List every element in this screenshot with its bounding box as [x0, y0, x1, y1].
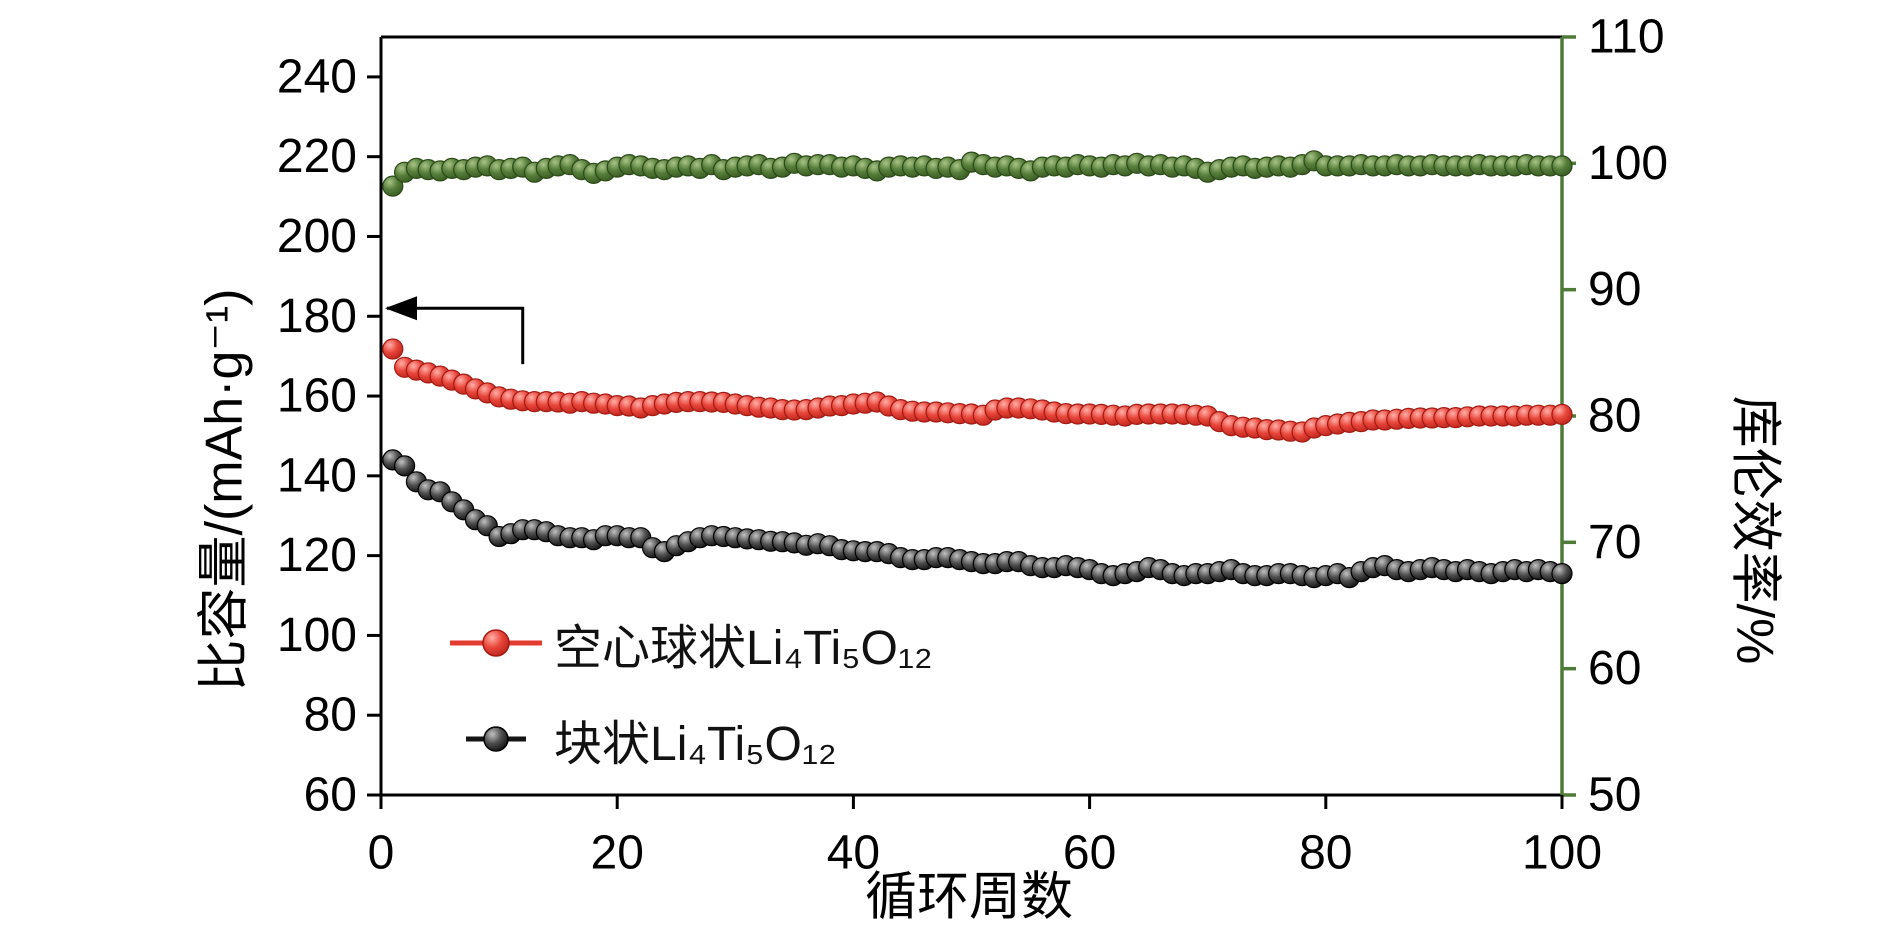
axis-pointer-arrow	[385, 296, 525, 365]
data-point-bulk	[394, 455, 416, 477]
left-tick-label: 200	[277, 210, 357, 263]
right-tick-label: 80	[1588, 390, 1641, 443]
left-tick-label: 80	[304, 689, 357, 742]
x-axis-title: 循环周数	[864, 868, 1074, 927]
series-bulk	[382, 449, 1573, 589]
x-tick-label: 0	[368, 827, 395, 880]
data-point-hollow	[1551, 403, 1573, 425]
left-tick-label: 100	[277, 609, 357, 662]
legend-marker-black-icon	[466, 726, 526, 752]
data-series	[382, 150, 1573, 589]
data-point-ce	[382, 175, 404, 197]
legend-item-hollow-sphere: 空心球状Li₄Ti₅O₁₂	[448, 608, 933, 678]
x-tick-label: 60	[1063, 827, 1116, 880]
legend: 空心球状Li₄Ti₅O₁₂ 块状Li₄Ti₅O₁₂	[448, 608, 933, 774]
left-tick-label: 220	[277, 130, 357, 183]
x-tick-label: 80	[1299, 827, 1352, 880]
arrow-head-icon	[385, 296, 417, 321]
legend-marker-red-icon	[450, 629, 542, 657]
left-tick-label: 120	[277, 529, 357, 582]
left-tick-label: 140	[277, 449, 357, 502]
data-point-hollow	[382, 338, 404, 360]
series-ce	[382, 150, 1573, 197]
series-hollow	[382, 338, 1573, 443]
right-tick-label: 70	[1588, 516, 1641, 569]
right-tick-label: 90	[1588, 263, 1641, 316]
x-tick-label: 20	[591, 827, 644, 880]
data-point-bulk	[1551, 562, 1573, 585]
right-tick-label: 110	[1588, 11, 1665, 64]
right-tick-label: 100	[1588, 137, 1668, 190]
x-tick-label: 40	[827, 827, 880, 880]
left-tick-label: 60	[304, 769, 357, 822]
x-tick-label: 100	[1522, 827, 1602, 880]
right-axis-title: 库伦效率/%	[1725, 395, 1784, 665]
arrow-line	[387, 306, 525, 365]
legend-label-hollow-sphere: 空心球状Li₄Ti₅O₁₂	[554, 622, 933, 675]
left-axis-title: 比容量/(mAh·g⁻¹)	[195, 288, 254, 692]
legend-item-bulk: 块状Li₄Ti₅O₁₂	[448, 704, 933, 774]
left-tick-label: 160	[277, 370, 357, 423]
data-point-ce	[1551, 155, 1573, 177]
axis-ticks: 6080100120140160180200220240506070809010…	[277, 11, 1668, 880]
left-tick-label: 180	[277, 290, 357, 343]
right-tick-label: 60	[1588, 642, 1641, 695]
right-tick-label: 50	[1588, 769, 1641, 822]
left-tick-label: 240	[277, 50, 357, 103]
legend-label-bulk: 块状Li₄Ti₅O₁₂	[554, 718, 837, 771]
